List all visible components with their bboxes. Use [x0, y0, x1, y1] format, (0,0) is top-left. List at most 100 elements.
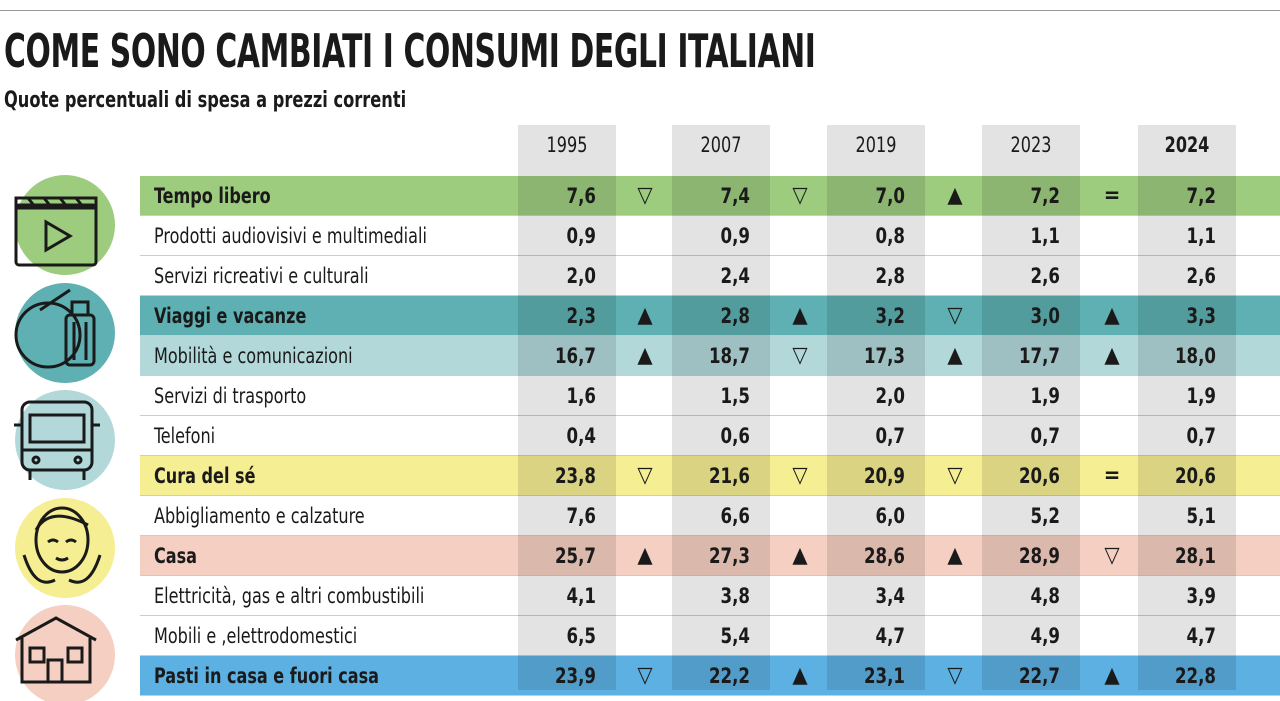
value: 7,2 — [1186, 184, 1216, 208]
value: 22,2 — [708, 664, 750, 688]
value: 28,6 — [863, 544, 905, 568]
trend: ▲ — [792, 303, 808, 328]
value: 3,3 — [1186, 304, 1216, 328]
trend: ▲ — [1104, 663, 1120, 688]
value: 20,6 — [1018, 464, 1060, 488]
value: 27,3 — [708, 544, 750, 568]
trend: ▲ — [792, 543, 808, 568]
value: 22,8 — [1174, 664, 1216, 688]
trend: = — [1103, 463, 1121, 488]
value: 16,7 — [554, 344, 596, 368]
value: 1,1 — [1186, 224, 1216, 248]
row-label: Pasti in casa e fuori casa — [154, 664, 379, 688]
value: 7,4 — [720, 184, 750, 208]
row-band — [140, 456, 1280, 496]
value: 2,8 — [720, 304, 750, 328]
row-label: Viaggi e vacanze — [154, 304, 307, 328]
icons — [14, 175, 115, 701]
value: 23,8 — [554, 464, 596, 488]
value: 0,9 — [720, 224, 750, 248]
year-column — [1138, 125, 1236, 690]
value: 22,7 — [1018, 664, 1060, 688]
value: 3,4 — [875, 584, 905, 608]
row-label: Servizi di trasporto — [154, 384, 307, 408]
row-band — [140, 256, 1280, 296]
value: 5,1 — [1186, 504, 1216, 528]
year-header: 2024 — [1164, 133, 1210, 157]
row-band — [140, 176, 1280, 216]
year-header: 2023 — [1010, 133, 1052, 157]
value: 2,4 — [720, 264, 750, 288]
value: 0,7 — [1030, 424, 1060, 448]
trend: ▽ — [947, 663, 963, 688]
year-column — [982, 125, 1080, 690]
year-column — [672, 125, 770, 690]
value: 1,6 — [566, 384, 596, 408]
value: 0,9 — [566, 224, 596, 248]
value: 0,8 — [875, 224, 905, 248]
value: 1,5 — [720, 384, 750, 408]
subtitle: Quote percentuali di spesa a prezzi corr… — [4, 88, 407, 113]
trend: ▽ — [637, 663, 653, 688]
row-label: Casa — [154, 544, 198, 568]
trend: ▲ — [1104, 343, 1120, 368]
trend: ▽ — [947, 303, 963, 328]
value: 4,7 — [875, 624, 905, 648]
trend: ▽ — [792, 463, 808, 488]
row-band — [140, 536, 1280, 576]
trend: ▽ — [637, 463, 653, 488]
value: 2,6 — [1030, 264, 1060, 288]
value: 7,6 — [566, 184, 596, 208]
row-label: Servizi ricreativi e culturali — [154, 264, 369, 288]
value: 4,7 — [1186, 624, 1216, 648]
value: 0,6 — [720, 424, 750, 448]
trend: = — [1103, 183, 1121, 208]
value: 2,0 — [566, 264, 596, 288]
value: 1,9 — [1030, 384, 1060, 408]
row-band — [140, 656, 1280, 696]
value: 3,9 — [1186, 584, 1216, 608]
value: 28,9 — [1018, 544, 1060, 568]
value: 0,7 — [1186, 424, 1216, 448]
value: 28,1 — [1174, 544, 1216, 568]
trend: ▲ — [947, 343, 963, 368]
row-band — [140, 576, 1280, 616]
value: 7,2 — [1030, 184, 1060, 208]
trend: ▽ — [792, 343, 808, 368]
trend: ▲ — [637, 303, 653, 328]
trend: ▽ — [947, 463, 963, 488]
value: 17,3 — [863, 344, 905, 368]
row-label: Prodotti audiovisivi e multimediali — [154, 224, 427, 248]
value: 7,0 — [875, 184, 905, 208]
value: 23,1 — [863, 664, 905, 688]
row-band — [140, 216, 1280, 256]
value: 3,8 — [720, 584, 750, 608]
value: 0,4 — [566, 424, 596, 448]
value: 1,1 — [1030, 224, 1060, 248]
row-label: Telefoni — [154, 424, 216, 448]
year-header: 1995 — [546, 133, 588, 157]
row-band — [140, 376, 1280, 416]
year-column — [518, 125, 616, 690]
value: 2,3 — [566, 304, 596, 328]
value: 17,7 — [1018, 344, 1060, 368]
value: 5,2 — [1030, 504, 1060, 528]
row-band — [140, 336, 1280, 376]
trend: ▽ — [637, 183, 653, 208]
trend: ▽ — [792, 183, 808, 208]
value: 0,7 — [875, 424, 905, 448]
value: 6,0 — [875, 504, 905, 528]
trend: ▲ — [792, 663, 808, 688]
value: 7,6 — [566, 504, 596, 528]
trend: ▲ — [947, 543, 963, 568]
value: 23,9 — [554, 664, 596, 688]
row-band — [140, 416, 1280, 456]
row-band — [140, 296, 1280, 336]
value: 2,0 — [875, 384, 905, 408]
year-header: 2019 — [855, 133, 897, 157]
value: 6,5 — [566, 624, 596, 648]
year-header: 2007 — [700, 133, 742, 157]
trend: ▲ — [1104, 303, 1120, 328]
year-column — [827, 125, 925, 690]
